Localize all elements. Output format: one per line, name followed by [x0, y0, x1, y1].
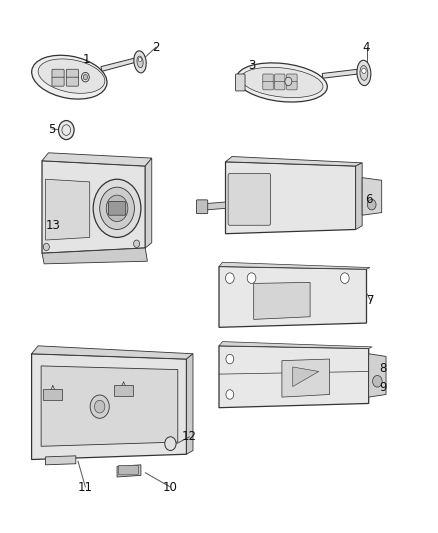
Circle shape: [59, 120, 74, 140]
Polygon shape: [42, 153, 152, 166]
Circle shape: [226, 273, 234, 284]
Polygon shape: [42, 248, 148, 264]
Text: 11: 11: [78, 481, 93, 494]
Polygon shape: [117, 465, 141, 477]
Ellipse shape: [357, 60, 371, 86]
Circle shape: [134, 240, 140, 247]
Ellipse shape: [38, 59, 105, 93]
Circle shape: [247, 273, 256, 284]
Polygon shape: [32, 354, 187, 459]
Circle shape: [165, 437, 176, 450]
Circle shape: [367, 199, 376, 210]
Polygon shape: [226, 162, 356, 233]
Polygon shape: [369, 354, 386, 397]
Circle shape: [81, 72, 89, 82]
FancyBboxPatch shape: [66, 69, 78, 78]
Text: 10: 10: [163, 481, 178, 494]
Text: 5: 5: [48, 123, 56, 135]
Text: 13: 13: [46, 219, 61, 232]
Circle shape: [285, 77, 292, 86]
Circle shape: [373, 375, 382, 387]
Ellipse shape: [137, 56, 143, 68]
Text: 1: 1: [83, 53, 90, 66]
Text: 2: 2: [152, 41, 160, 53]
Ellipse shape: [32, 55, 107, 99]
Polygon shape: [322, 69, 358, 78]
Polygon shape: [219, 262, 370, 269]
FancyBboxPatch shape: [287, 82, 297, 90]
Circle shape: [83, 75, 88, 80]
FancyBboxPatch shape: [52, 69, 64, 78]
Ellipse shape: [237, 63, 327, 102]
Text: 12: 12: [182, 430, 197, 443]
Text: 9: 9: [379, 381, 387, 393]
FancyBboxPatch shape: [118, 465, 138, 475]
Polygon shape: [226, 157, 362, 166]
FancyBboxPatch shape: [236, 74, 245, 91]
Polygon shape: [293, 367, 319, 386]
Circle shape: [95, 400, 105, 413]
Polygon shape: [114, 385, 133, 396]
FancyBboxPatch shape: [108, 201, 126, 215]
Polygon shape: [101, 58, 138, 71]
Text: 6: 6: [365, 193, 372, 206]
Polygon shape: [42, 161, 145, 253]
Polygon shape: [206, 202, 226, 210]
Ellipse shape: [134, 51, 146, 73]
FancyBboxPatch shape: [66, 77, 78, 86]
Polygon shape: [41, 366, 178, 446]
FancyBboxPatch shape: [287, 74, 297, 83]
Polygon shape: [145, 158, 152, 248]
Polygon shape: [43, 389, 62, 400]
Circle shape: [226, 354, 234, 364]
Circle shape: [100, 187, 134, 230]
Circle shape: [138, 58, 142, 62]
Text: 3: 3: [248, 59, 255, 72]
Ellipse shape: [360, 66, 368, 80]
Polygon shape: [219, 346, 369, 408]
Circle shape: [362, 68, 366, 74]
Polygon shape: [219, 266, 367, 327]
Circle shape: [340, 273, 349, 284]
Text: 4: 4: [363, 41, 370, 53]
Polygon shape: [254, 282, 310, 319]
Ellipse shape: [241, 67, 323, 98]
Text: 7: 7: [367, 294, 374, 308]
Polygon shape: [46, 179, 90, 240]
FancyBboxPatch shape: [275, 82, 285, 90]
Polygon shape: [219, 342, 372, 349]
FancyBboxPatch shape: [52, 77, 64, 86]
Polygon shape: [46, 456, 76, 465]
FancyBboxPatch shape: [275, 74, 285, 83]
Text: 8: 8: [379, 362, 387, 375]
Polygon shape: [187, 354, 193, 454]
Circle shape: [93, 179, 141, 237]
Circle shape: [106, 195, 128, 222]
Polygon shape: [362, 177, 381, 215]
FancyBboxPatch shape: [228, 173, 271, 225]
Polygon shape: [356, 163, 362, 230]
FancyBboxPatch shape: [263, 74, 273, 83]
Polygon shape: [32, 346, 193, 359]
Circle shape: [90, 395, 109, 418]
Polygon shape: [282, 359, 330, 397]
FancyBboxPatch shape: [263, 82, 273, 90]
Circle shape: [43, 243, 49, 251]
Circle shape: [226, 390, 234, 399]
FancyBboxPatch shape: [196, 200, 208, 214]
